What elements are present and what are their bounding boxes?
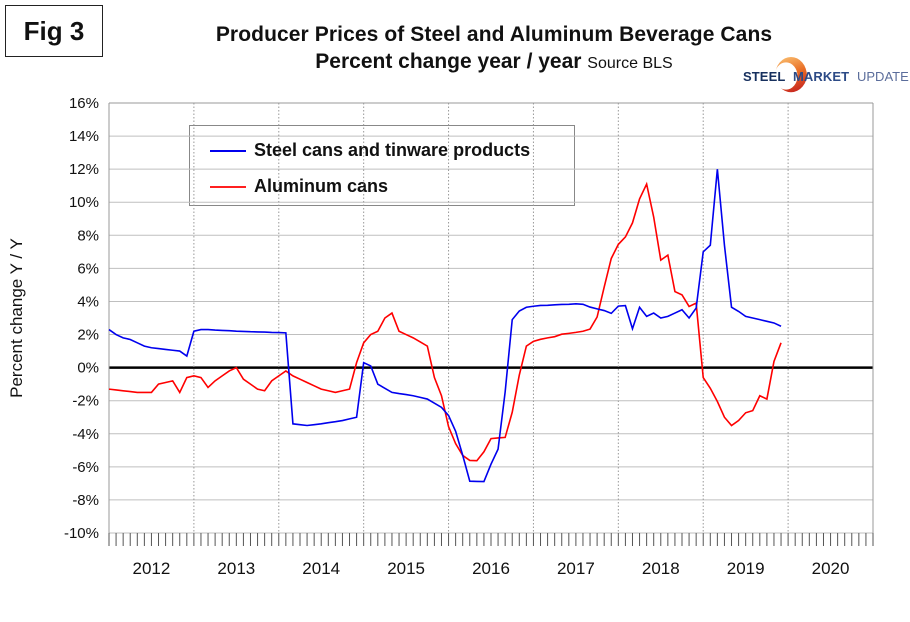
svg-text:12%: 12% [69, 161, 99, 178]
svg-text:2019: 2019 [727, 559, 765, 578]
svg-text:8%: 8% [77, 227, 99, 244]
svg-text:Percent change Y / Y: Percent change Y / Y [7, 238, 26, 398]
svg-text:16%: 16% [69, 95, 99, 112]
svg-text:-6%: -6% [72, 459, 99, 476]
svg-text:2017: 2017 [557, 559, 595, 578]
svg-text:2014: 2014 [302, 559, 340, 578]
svg-text:-8%: -8% [72, 492, 99, 509]
svg-text:14%: 14% [69, 128, 99, 145]
svg-text:2015: 2015 [387, 559, 425, 578]
svg-text:-4%: -4% [72, 426, 99, 443]
svg-text:2020: 2020 [812, 559, 850, 578]
svg-text:10%: 10% [69, 194, 99, 211]
svg-text:2016: 2016 [472, 559, 510, 578]
svg-text:0%: 0% [77, 360, 99, 377]
svg-text:2013: 2013 [217, 559, 255, 578]
svg-text:4%: 4% [77, 293, 99, 310]
svg-text:-2%: -2% [72, 393, 99, 410]
svg-text:2%: 2% [77, 327, 99, 344]
svg-text:2018: 2018 [642, 559, 680, 578]
svg-text:6%: 6% [77, 260, 99, 277]
svg-text:-10%: -10% [64, 525, 99, 542]
svg-text:2012: 2012 [133, 559, 171, 578]
